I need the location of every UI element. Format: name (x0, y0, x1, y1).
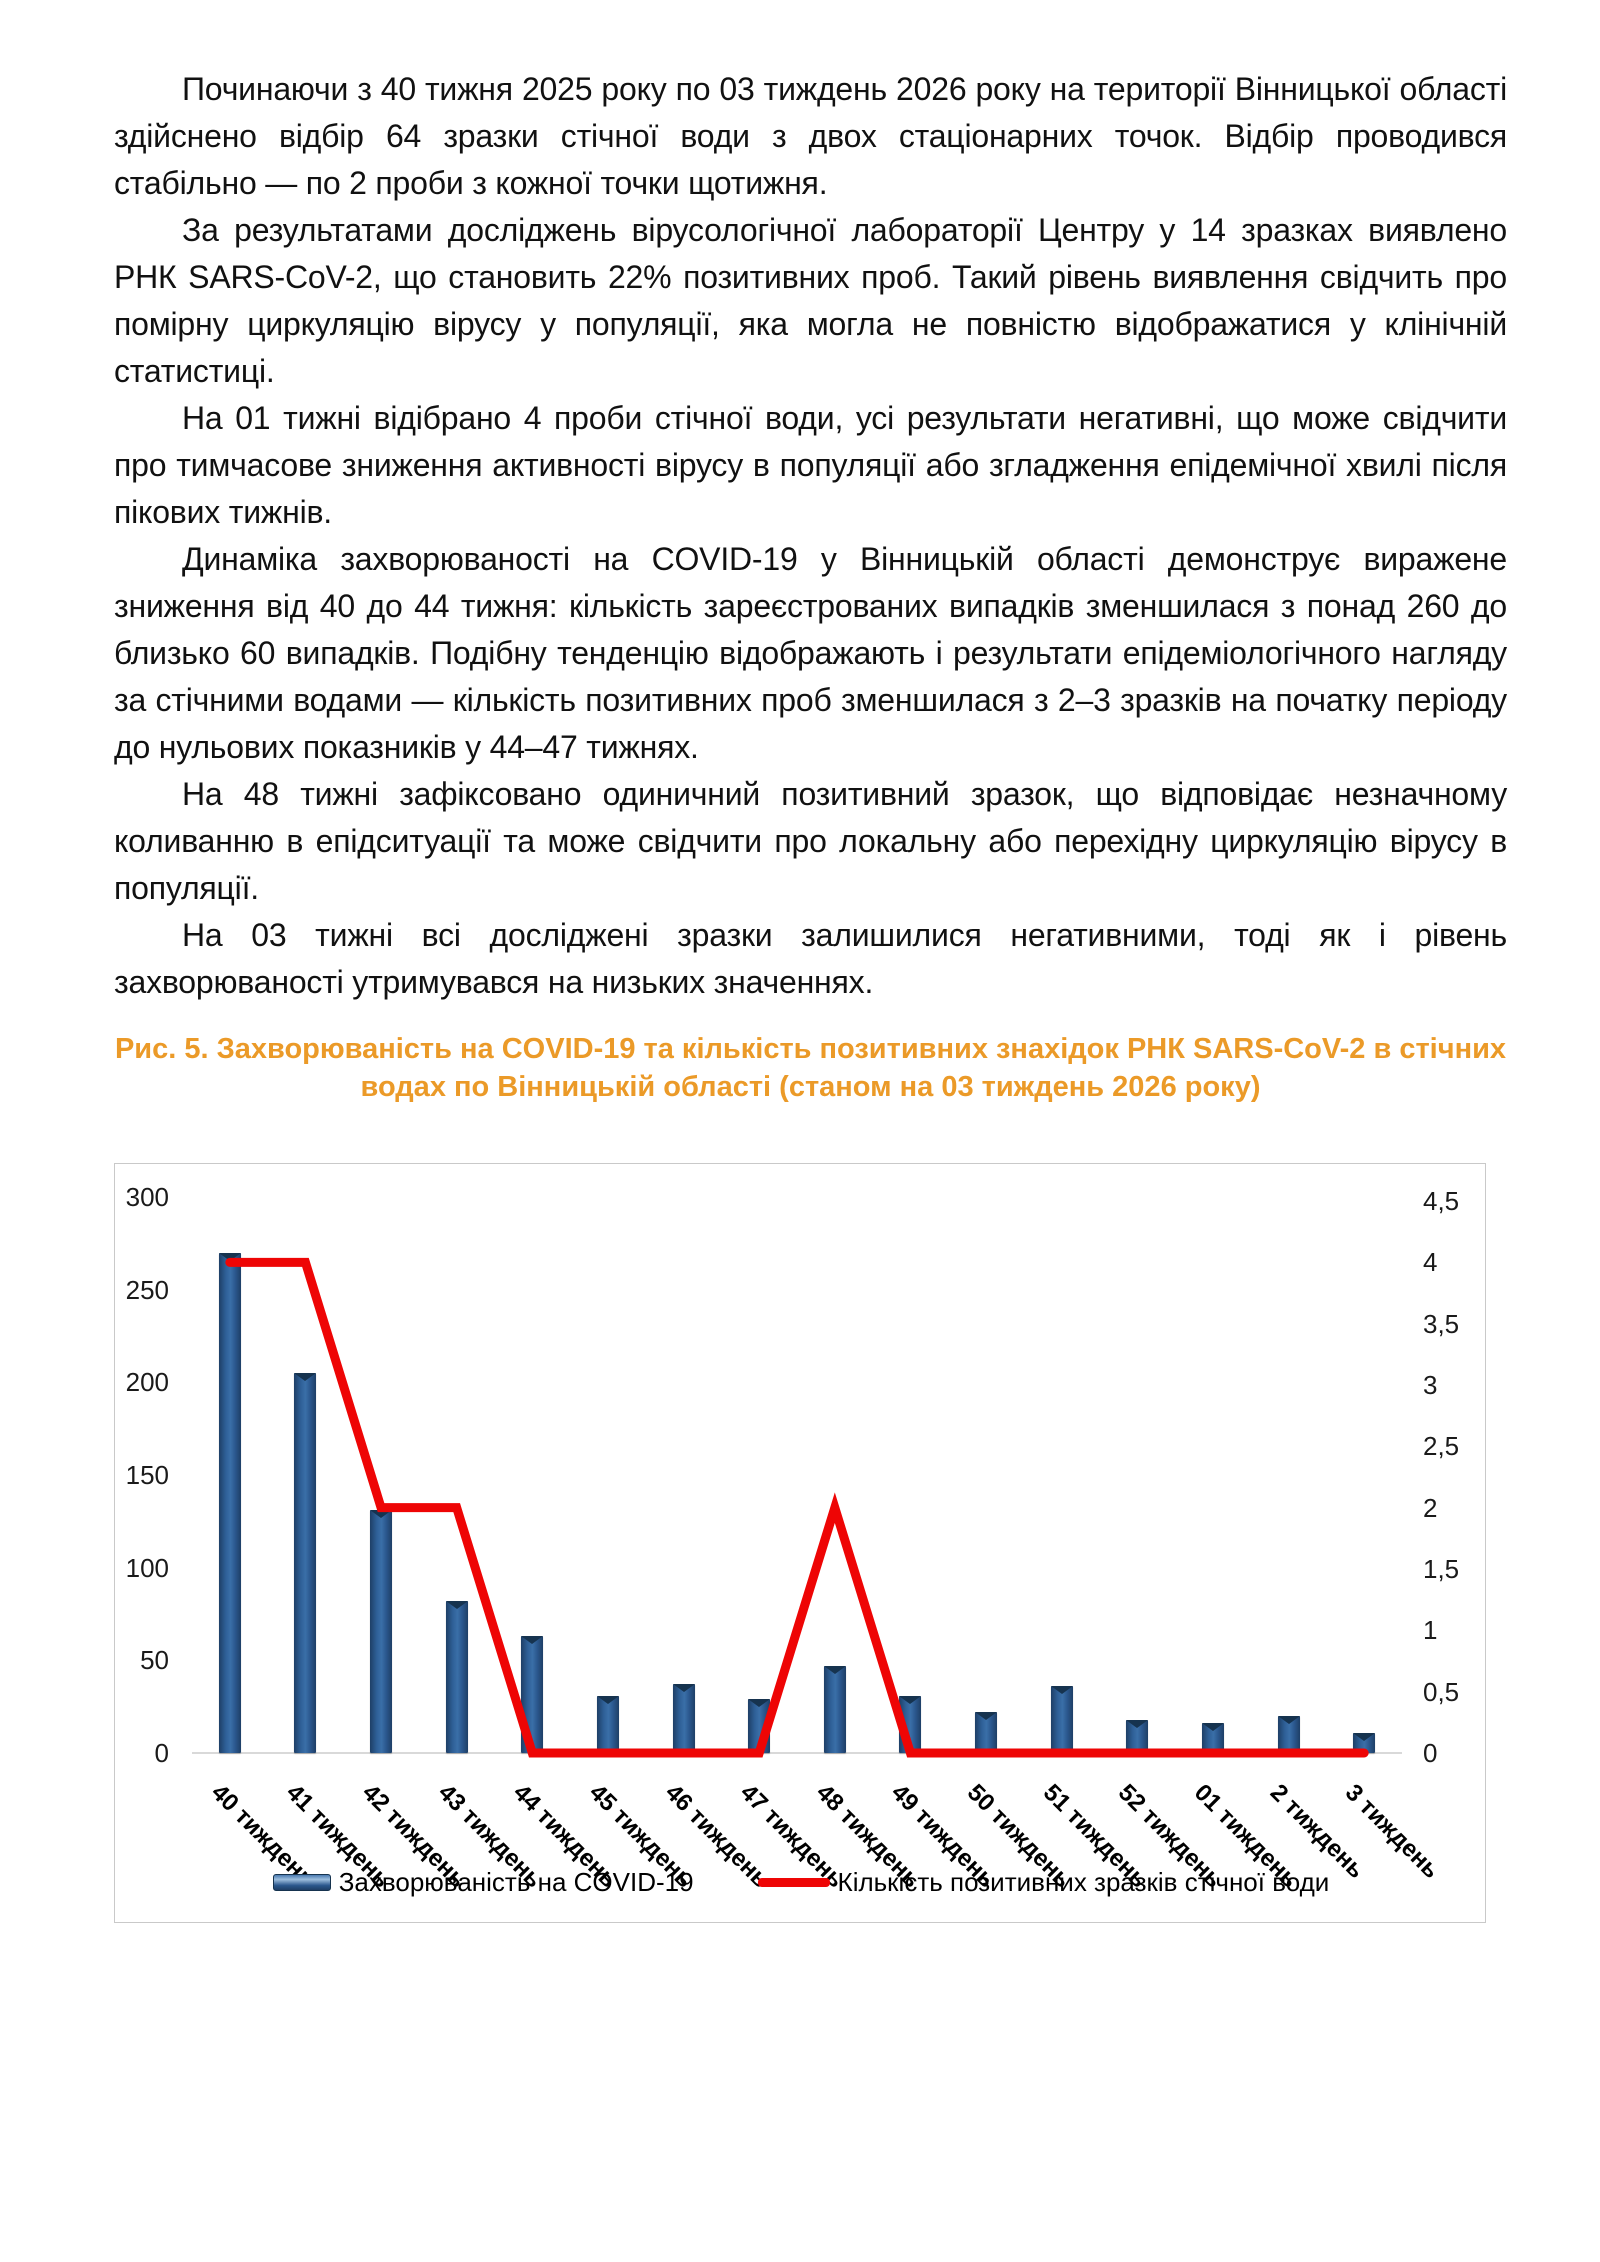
line-series-marker-icon (757, 1877, 830, 1887)
paragraph: На 03 тижні всі досліджені зразки залиши… (114, 917, 1507, 1000)
bar-top-bevel (294, 1373, 317, 1382)
bar-week-50 (975, 1712, 998, 1753)
bar-top-bevel (975, 1712, 998, 1721)
y-left-tick: 0 (154, 1738, 169, 1768)
y-right-tick: 1,5 (1423, 1554, 1460, 1584)
y-right-tick: 0,5 (1423, 1676, 1460, 1707)
chart-legend: Захворюваність на COVID-19 Кількість поз… (115, 1862, 1487, 1902)
caption-line-2: водах по Вінницькій області (станом на 0… (360, 1071, 1261, 1103)
bar-week-41 (294, 1373, 317, 1753)
document-body: Починаючи з 40 тижня 2025 року по 03 тиж… (114, 66, 1507, 1006)
bar-top-bevel (823, 1665, 846, 1674)
bar-top-bevel (370, 1510, 393, 1519)
bar-week-42 (370, 1510, 393, 1753)
bar-top-bevel (218, 1252, 241, 1261)
bar-week-40 (218, 1252, 241, 1753)
bar-week-49 (899, 1695, 922, 1753)
paragraph: Динаміка захворюваності на COVID-19 у Ві… (114, 541, 1507, 765)
bar-week-01 (1201, 1723, 1224, 1753)
y-right-tick: 1 (1423, 1615, 1438, 1646)
bar-top-bevel (445, 1601, 468, 1610)
figure-caption: Рис. 5. Захворюваність на COVID-19 та кі… (114, 1030, 1507, 1106)
paragraph: На 01 тижні відібрано 4 проби стічної во… (114, 400, 1507, 530)
bar-top-bevel (748, 1699, 771, 1708)
y-right-tick: 0 (1423, 1738, 1438, 1768)
bar-top-bevel (1353, 1732, 1376, 1741)
y-left-tick: 250 (125, 1274, 169, 1305)
y-right-tick: 2 (1423, 1492, 1438, 1523)
legend-item-cases: Захворюваність на COVID-19 (272, 1866, 694, 1898)
bar-week-45 (596, 1695, 619, 1753)
bar-week-43 (445, 1601, 468, 1753)
y-left-tick: 300 (125, 1182, 169, 1212)
legend-label-samples: Кількість позитивних зразків стічної вод… (837, 1866, 1330, 1897)
bar-top-bevel (1126, 1719, 1149, 1728)
bar-top-bevel (521, 1636, 544, 1645)
paragraph: На 48 тижні зафіксовано одиничний позити… (114, 776, 1507, 906)
legend-label-cases: Захворюваність на COVID-19 (338, 1866, 694, 1897)
paragraph: Починаючи з 40 тижня 2025 року по 03 тиж… (114, 71, 1507, 201)
bar-top-bevel (1201, 1723, 1224, 1732)
bar-week-46 (672, 1684, 695, 1753)
bar-top-bevel (672, 1684, 695, 1693)
bar-top-bevel (1277, 1715, 1300, 1724)
y-right-tick: 4 (1423, 1247, 1438, 1278)
bar-week-47 (748, 1699, 771, 1753)
y-right-tick: 4,5 (1423, 1186, 1460, 1216)
y-right-tick: 2,5 (1423, 1431, 1460, 1462)
y-right-tick: 3 (1423, 1370, 1438, 1400)
y-left-tick: 100 (125, 1552, 169, 1583)
legend-item-samples: Кількість позитивних зразків стічної вод… (757, 1866, 1330, 1898)
y-left-tick: 200 (125, 1367, 169, 1398)
bar-week-44 (521, 1636, 544, 1753)
y-left-tick: 50 (140, 1645, 169, 1676)
bar-series-marker-icon (272, 1873, 331, 1891)
bar-week-3 (1353, 1732, 1376, 1753)
y-left-tick: 150 (125, 1460, 169, 1490)
bar-week-2 (1277, 1715, 1300, 1753)
bar-week-51 (1050, 1686, 1073, 1753)
bar-top-bevel (596, 1695, 619, 1704)
bar-week-48 (823, 1665, 846, 1753)
paragraph: За результатами досліджень вірусологічно… (114, 212, 1507, 389)
bar-top-bevel (1050, 1686, 1073, 1695)
caption-line-1: Рис. 5. Захворюваність на COVID-19 та кі… (114, 1033, 1507, 1065)
bar-top-bevel (899, 1695, 922, 1704)
bar-week-52 (1126, 1719, 1149, 1753)
y-right-tick: 3,5 (1423, 1308, 1460, 1339)
covid-wastewater-chart: 0 50 100 150 200 250 300 0 0,5 1 1,5 2 2,5 3 3,5 4 4,5 … (114, 1163, 1486, 1923)
